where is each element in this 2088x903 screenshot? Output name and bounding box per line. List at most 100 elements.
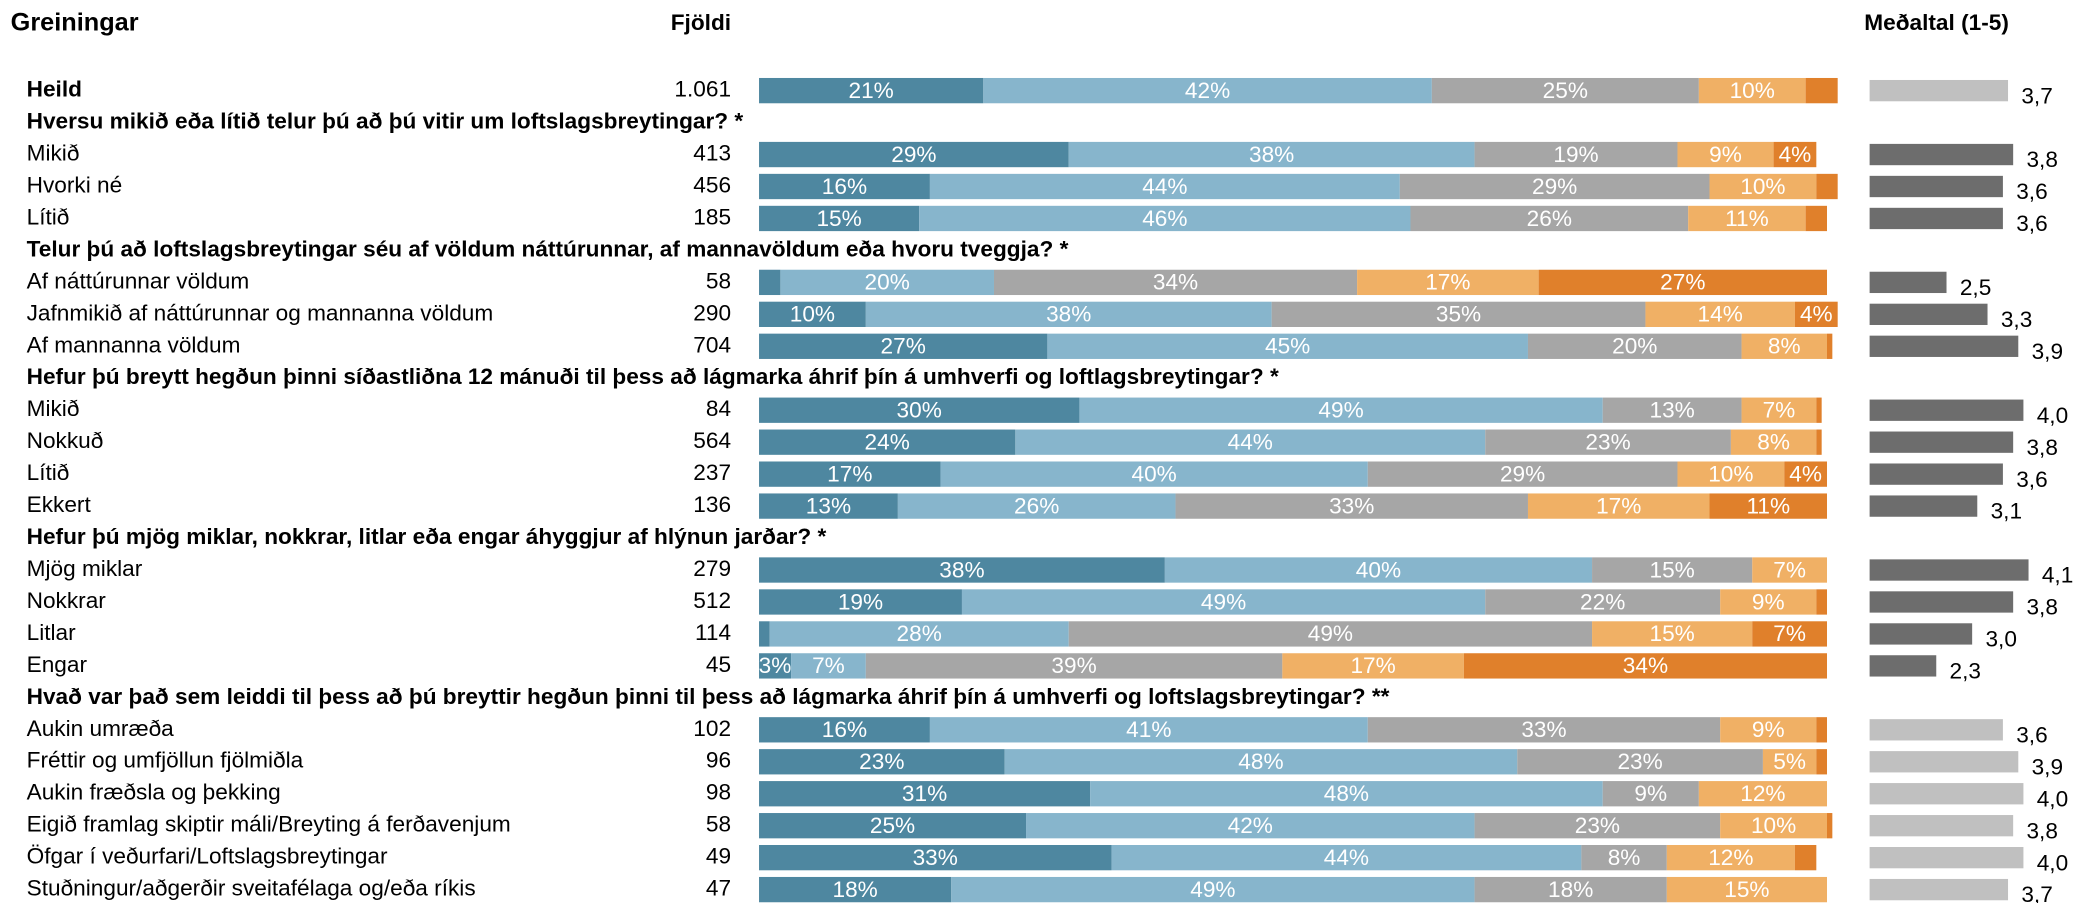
segment-label: 15% [816,206,861,231]
segment-label: 49% [1308,621,1353,646]
segment-label: 7% [1773,621,1806,646]
segment-label: 17% [1596,493,1641,518]
bar-segment [940,461,1368,487]
bar-segment [759,205,920,232]
bar-segment [759,844,1112,871]
mean-bar [1869,591,2014,613]
segment-label: 4% [1800,302,1833,327]
bar-segment [759,397,1080,423]
row-label: Mjög miklar [27,556,143,581]
row-count: 564 [693,428,731,453]
bar-segment [1047,333,1528,359]
bar-segment [759,333,1048,359]
segment-label: 42% [1228,813,1273,838]
bar-segment [1090,781,1603,807]
bar-segment [1698,77,1806,104]
bar-segment [1698,781,1827,807]
segment-label: 19% [1553,142,1598,167]
bar-segment [993,269,1358,296]
bar-segment [759,173,930,200]
row-label: Eigið framlag skiptir máli/Breyting á fe… [27,812,511,837]
mean-bar [1869,143,2014,166]
bar-segment [1827,813,1833,839]
group-heading: Telur þú að loftslagsbreytingar séu af v… [27,236,1069,261]
bar-segment [759,876,952,903]
segment-label: 40% [1356,557,1401,582]
segment-label: 24% [865,429,910,454]
bar-segment [929,717,1368,743]
row-count: 98 [706,780,731,805]
bar-segment [1720,717,1817,743]
mean-bar [1869,846,2024,869]
bar-segment [759,77,984,104]
mean-bar [1869,271,1947,294]
row-label: Heild [27,77,82,102]
row-count: 704 [693,332,731,357]
bar-segment [780,269,994,296]
bar-segment [865,653,1283,679]
row-label: Mikið [27,396,80,421]
segment-label: 40% [1132,461,1177,486]
mean-label: 3,8 [2026,595,2057,620]
row-label: Lítið [27,460,70,485]
mean-bar [1869,783,2024,805]
segment-label: 33% [913,845,958,870]
segment-label: 15% [1724,877,1769,902]
bar-segment [1527,493,1710,519]
mean-bar [1869,463,2003,485]
bar-segment [1367,461,1678,487]
segment-label: 10% [1708,461,1753,486]
column-header: Greiningar [11,9,139,37]
bar-segment [865,301,1272,327]
bar-segment [1068,621,1593,647]
row-label: Aukin umræða [27,716,175,741]
bar-segment [759,781,1091,807]
mean-label: 2,5 [1960,275,1991,300]
bar-segment [951,876,1475,903]
segment-label: 20% [865,270,910,295]
bar-segment [759,557,1165,583]
bar-segment [929,173,1400,200]
row-label: Jafnmikið af náttúrunnar og mannanna völ… [27,300,494,325]
segment-label: 41% [1126,717,1171,742]
bar-segment [1720,813,1827,839]
segment-label: 42% [1185,78,1230,103]
segment-label: 10% [790,302,835,327]
mean-label: 3,6 [2016,211,2047,236]
bar-segment [1816,749,1827,775]
bar-segment [1592,621,1753,647]
segment-label: 17% [1350,653,1395,678]
segment-label: 16% [822,717,867,742]
segment-label: 38% [1249,142,1294,167]
row-count: 237 [693,460,731,485]
bar-segment [1816,397,1822,423]
segment-label: 4% [1779,142,1812,167]
bar-segment [1688,205,1806,232]
segment-label: 3% [759,653,792,678]
segment-label: 45% [1265,334,1310,359]
segment-label: 14% [1698,302,1743,327]
group-heading: Hvað var það sem leiddi til þess að þú b… [27,684,1390,709]
bar-segment [1805,205,1827,232]
segment-label: 12% [1708,845,1753,870]
row-label: Lítið [27,204,70,229]
mean-label: 3,7 [2021,83,2052,108]
segment-label: 18% [832,877,877,902]
mean-label: 3,8 [2026,818,2057,843]
bar-segment [759,269,781,296]
row-count: 279 [693,556,731,581]
bar-segment [1527,333,1742,359]
bar-segment [759,589,962,615]
segment-label: 39% [1051,653,1096,678]
row-label: Engar [27,652,88,677]
bar-segment [1794,301,1838,327]
segment-label: 48% [1324,781,1369,806]
segment-label: 30% [897,398,942,423]
bar-segment [1015,429,1486,455]
mean-label: 3,9 [2032,754,2063,779]
row-count: 58 [706,812,731,837]
mean-label: 3,6 [2016,179,2047,204]
row-label: Nokkrar [27,588,107,613]
bar-segment [1602,781,1699,807]
mean-bar [1869,207,2003,230]
